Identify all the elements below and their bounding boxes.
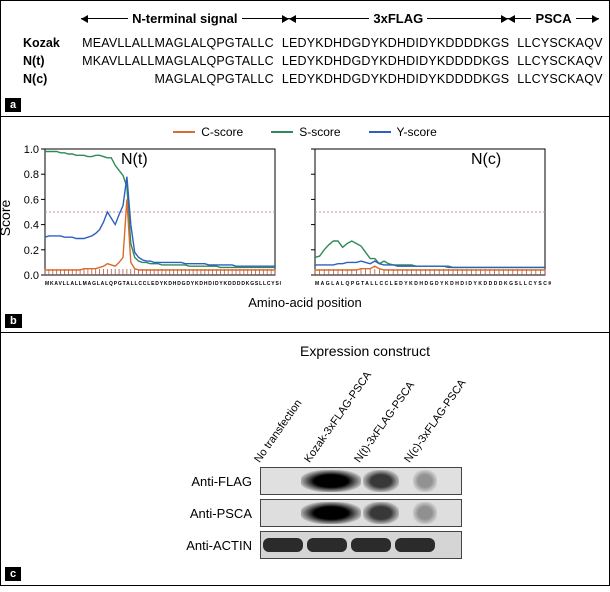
panel-a-headers: N-terminal signal 3xFLAG PSCA bbox=[81, 11, 599, 26]
arrow-left-icon bbox=[289, 18, 370, 19]
sequence-row-label: Kozak bbox=[23, 36, 66, 50]
header-flag: 3xFLAG bbox=[369, 11, 427, 26]
lane-header: Kozak-3xFLAG-PSCA bbox=[302, 417, 341, 465]
arrow-right-icon bbox=[427, 18, 508, 19]
blot-grid: No transfection Kozak-3xFLAG-PSCA N(t)-3xF… bbox=[150, 365, 460, 561]
charts-row: 0.0 0.2 0.4 0.6 0.8 1.0 MKAVLLALLMAGLALQPGTALL… bbox=[11, 143, 599, 293]
blot-row-label: Anti-ACTIN bbox=[150, 538, 260, 553]
blot-band bbox=[363, 502, 399, 524]
legend-swatch bbox=[369, 131, 391, 133]
svg-text:MKAVLLALLMAGLALQPGTALLCCLEDYKD: MKAVLLALLMAGLALQPGTALLCCLEDYKDHDGDYKDHDI… bbox=[45, 281, 281, 287]
blot-row-label: Anti-FLAG bbox=[150, 474, 260, 489]
panel-a: N-terminal signal 3xFLAG PSCA Kozak MEAVL… bbox=[1, 1, 609, 117]
seq-segment-nterm: MKAVLLALLMAGLALQPGTALLC bbox=[74, 54, 274, 68]
svg-text:0.8: 0.8 bbox=[24, 169, 39, 181]
blot-band bbox=[395, 538, 435, 552]
seq-segment-flag: LEDYKDHDGDYKDHDIDYKDDDDKGS bbox=[282, 36, 509, 50]
svg-text:0.0: 0.0 bbox=[24, 270, 39, 282]
subplot-title: N(c) bbox=[471, 151, 501, 169]
lane-header: No transfection bbox=[252, 417, 291, 465]
blot-band bbox=[307, 538, 347, 552]
subplot: 0.0 0.2 0.4 0.6 0.8 1.0 MKAVLLALLMAGLALQPGTALL… bbox=[11, 143, 281, 293]
arrow-right-icon bbox=[576, 18, 599, 19]
panel-c-title: Expression construct bbox=[300, 343, 430, 359]
legend-label: S-score bbox=[299, 125, 340, 139]
blot-lane bbox=[260, 467, 462, 495]
seq-segment-nterm: MAGLALQPGTALLC bbox=[74, 72, 274, 86]
svg-text:0.6: 0.6 bbox=[24, 194, 39, 206]
sequence-row: N(c) MAGLALQPGTALLC LEDYKDHDGDYKDHDIDYKDDD… bbox=[23, 72, 603, 86]
sequence-row: Kozak MEAVLLALLMAGLALQPGTALLC LEDYKDHDGDYK… bbox=[23, 36, 603, 50]
legend-item: C-score bbox=[173, 125, 243, 139]
svg-text:1.0: 1.0 bbox=[24, 144, 39, 156]
x-axis-label: Amino-acid position bbox=[11, 295, 599, 310]
sequence-row: N(t) MKAVLLALLMAGLALQPGTALLC LEDYKDHDGDYKD… bbox=[23, 54, 603, 68]
blot-row-label: Anti-PSCA bbox=[150, 506, 260, 521]
arrow-left-icon bbox=[508, 18, 531, 19]
sequence-table: Kozak MEAVLLALLMAGLALQPGTALLC LEDYKDHDGDYK… bbox=[15, 32, 610, 90]
arrow-right-icon bbox=[242, 18, 289, 19]
blot-lane bbox=[260, 531, 462, 559]
panel-label-b: b bbox=[5, 314, 22, 328]
seq-segment-psca: LLCYSCKAQV bbox=[517, 54, 602, 68]
header-psca: PSCA bbox=[531, 11, 575, 26]
chart-legend: C-score S-score Y-score bbox=[11, 125, 599, 139]
legend-swatch bbox=[271, 131, 293, 133]
blot-band bbox=[413, 502, 437, 524]
legend-label: C-score bbox=[201, 125, 243, 139]
chart-svg: MAGLALQPGTALLCCLEDYKDHDGDYKDHDIDYKDDDDKG… bbox=[281, 143, 551, 293]
seq-segment-flag: LEDYKDHDGDYKDHDIDYKDDDDKGS bbox=[282, 54, 509, 68]
panel-label-c: c bbox=[5, 567, 21, 581]
subplot: MAGLALQPGTALLCCLEDYKDHDGDYKDHDIDYKDDDDKG… bbox=[281, 143, 551, 293]
svg-text:0.2: 0.2 bbox=[24, 245, 39, 257]
legend-item: S-score bbox=[271, 125, 340, 139]
seq-segment-psca: LLCYSCKAQV bbox=[517, 36, 602, 50]
blot-band bbox=[413, 470, 437, 492]
blot-band bbox=[263, 538, 303, 552]
blot-lane-headers: No transfectionKozak-3xFLAG-PSCAN(t)-3xF… bbox=[262, 365, 460, 465]
blot-lane bbox=[260, 499, 462, 527]
sequence-row-label: N(t) bbox=[23, 54, 66, 68]
lane-header: N(t)-3xFLAG-PSCA bbox=[352, 417, 391, 465]
blot-band bbox=[363, 470, 399, 492]
seq-segment-psca: LLCYSCKAQV bbox=[517, 72, 602, 86]
seq-segment-flag: LEDYKDHDGDYKDHDIDYKDDDDKGS bbox=[282, 72, 509, 86]
sequence-row-label: N(c) bbox=[23, 72, 66, 86]
legend-label: Y-score bbox=[397, 125, 437, 139]
panel-label-a: a bbox=[5, 98, 21, 112]
subplot-title: N(t) bbox=[121, 151, 148, 169]
legend-swatch bbox=[173, 131, 195, 133]
svg-text:0.4: 0.4 bbox=[24, 220, 39, 232]
figure: N-terminal signal 3xFLAG PSCA Kozak MEAVL… bbox=[0, 0, 610, 586]
header-nterm: N-terminal signal bbox=[128, 11, 241, 26]
panel-b: C-scoreS-scoreY-score Score 0.00.20.40.6… bbox=[1, 117, 609, 333]
blot-band bbox=[351, 538, 391, 552]
blot-band bbox=[301, 470, 361, 492]
legend-item: Y-score bbox=[369, 125, 437, 139]
seq-segment-nterm: MEAVLLALLMAGLALQPGTALLC bbox=[74, 36, 274, 50]
panel-c: Expression construct No transfection Koza… bbox=[1, 333, 609, 585]
svg-text:MAGLALQPGTALLCCLEDYKDHDGDYKDHD: MAGLALQPGTALLCCLEDYKDHDGDYKDHDIDYKDDDDKG… bbox=[315, 281, 551, 287]
lane-header: N(c)-3xFLAG-PSCA bbox=[402, 417, 441, 465]
blot-band bbox=[301, 502, 361, 524]
arrow-left-icon bbox=[81, 18, 128, 19]
